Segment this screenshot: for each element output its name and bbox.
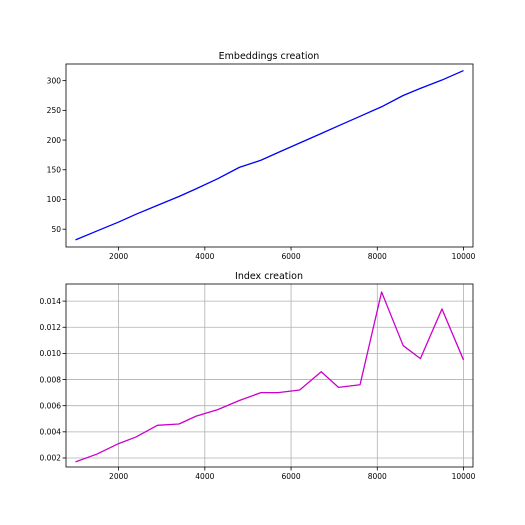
y-tick-label: 0.014 bbox=[40, 297, 62, 306]
y-tick-label: 150 bbox=[47, 165, 62, 174]
axes-frame bbox=[65, 283, 474, 468]
y-tick-label: 250 bbox=[47, 106, 62, 115]
x-tick-label: 10000 bbox=[452, 472, 476, 481]
x-tick-label: 10000 bbox=[452, 252, 476, 261]
axes-frame bbox=[65, 63, 474, 248]
x-tick-label: 2000 bbox=[109, 472, 128, 481]
embeddings-creation-plot: Embeddings creation 2000 4000 6000 8000 1000… bbox=[47, 51, 476, 261]
x-tick-label: 4000 bbox=[195, 472, 214, 481]
y-tick-label: 50 bbox=[51, 225, 61, 234]
series-line bbox=[75, 291, 465, 463]
y-tick-label: 200 bbox=[47, 136, 62, 145]
y-tick-label: 0.004 bbox=[40, 428, 62, 437]
plot-title: Index creation bbox=[235, 271, 303, 282]
y-tick-label: 0.012 bbox=[40, 323, 62, 332]
plot-title: Embeddings creation bbox=[219, 51, 320, 62]
y-tick-label: 0.010 bbox=[40, 349, 62, 358]
x-tick-label: 4000 bbox=[195, 252, 214, 261]
x-tick-label: 6000 bbox=[282, 472, 301, 481]
y-tick-label: 0.002 bbox=[40, 454, 62, 463]
x-tick-label: 8000 bbox=[368, 472, 387, 481]
y-tick-label: 0.008 bbox=[40, 375, 62, 384]
series-line bbox=[75, 69, 464, 241]
x-tick-label: 8000 bbox=[368, 252, 387, 261]
y-tick-label: 0.006 bbox=[40, 401, 62, 410]
x-tick-label: 2000 bbox=[109, 252, 128, 261]
index-creation-plot: Index creation 2000 4000 6000 8000 10000 0.00… bbox=[40, 271, 476, 481]
y-tick-label: 100 bbox=[47, 195, 62, 204]
x-tick-label: 6000 bbox=[282, 252, 301, 261]
y-tick-label: 300 bbox=[47, 76, 62, 85]
